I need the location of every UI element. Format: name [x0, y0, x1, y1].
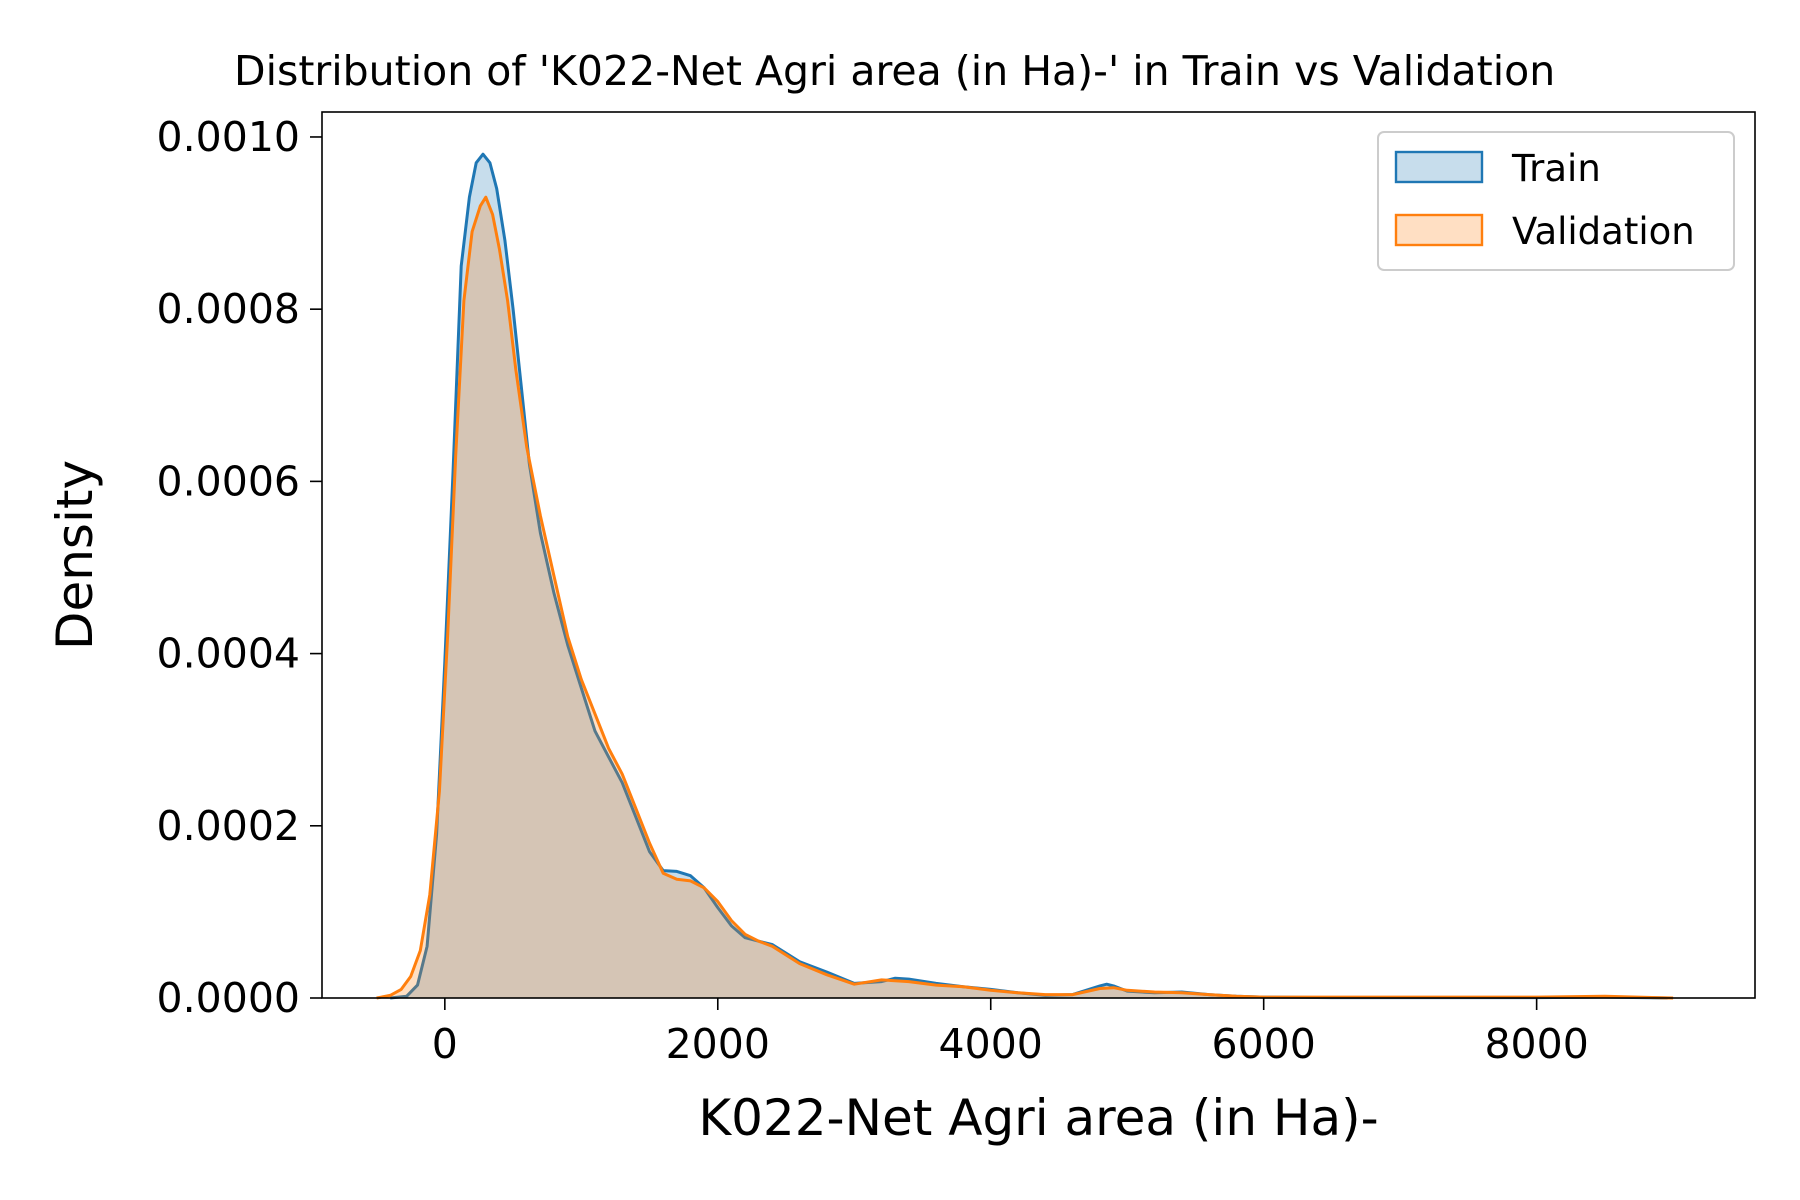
plot-frame [321, 111, 1756, 999]
y-tick-label: 0.0006 [157, 457, 300, 505]
legend-label-validation: Validation [1512, 210, 1695, 253]
y-tick-label: 0.0004 [157, 630, 300, 678]
x-tick-label: 4000 [939, 1020, 1043, 1068]
x-tick-label: 8000 [1484, 1020, 1588, 1068]
series-area-train [390, 154, 1668, 998]
y-axis-label: Density [46, 460, 104, 650]
x-tick-label: 6000 [1212, 1020, 1316, 1068]
x-tick-label: 2000 [666, 1020, 770, 1068]
y-tick-label: 0.0008 [157, 285, 300, 333]
legend-swatch-validation [1394, 213, 1484, 247]
x-tick-label: 0 [432, 1020, 458, 1068]
series-layer [376, 152, 1674, 1000]
series-area-validation [376, 197, 1674, 998]
legend-label-train: Train [1511, 147, 1601, 190]
y-tick-label: 0.0002 [157, 802, 300, 850]
y-tick-label: 0.0000 [157, 974, 300, 1022]
y-axis-ticks: 0.0000 0.0002 0.0004 0.0006 0.0008 0.0010 [157, 113, 322, 1022]
legend-swatch-train [1394, 150, 1484, 184]
series-line-validation [376, 195, 1674, 1000]
legend-box [1377, 131, 1735, 271]
legend: Train Validation [1377, 131, 1735, 271]
x-axis-label: K022-Net Agri area (in Ha)- [698, 1089, 1378, 1147]
chart-title: Distribution of 'K022-Net Agri area (in … [234, 47, 1555, 95]
y-tick-label: 0.0010 [157, 113, 300, 161]
x-axis-ticks: 0 2000 4000 6000 8000 [432, 998, 1589, 1068]
